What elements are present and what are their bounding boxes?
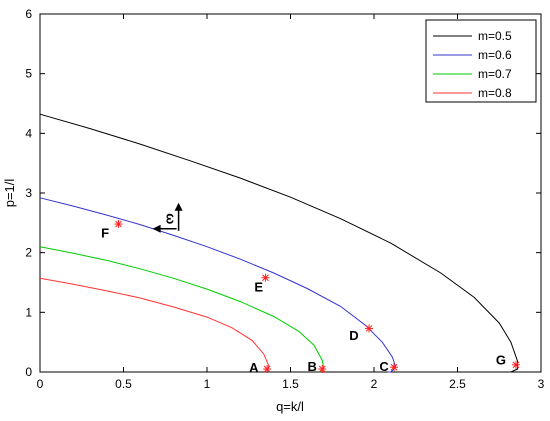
point-marker-G [511, 360, 520, 369]
series-line-m=0.8 [39, 277, 270, 373]
legend-label: m=0.5 [478, 29, 512, 43]
omega-arrowhead-left [152, 224, 161, 233]
x-tick-label: 1 [204, 377, 211, 391]
marker-stroke [390, 363, 398, 371]
legend-label: m=0.6 [478, 48, 512, 62]
point-label-C: C [379, 359, 389, 374]
omega-label: ω [164, 213, 179, 224]
point-label-A: A [249, 360, 259, 375]
x-tick-label: 2.5 [449, 377, 466, 391]
marker-stroke [365, 325, 373, 332]
point-marker-F [114, 220, 123, 229]
y-tick-label: 5 [25, 67, 32, 81]
x-tick-label: 0.5 [115, 377, 132, 391]
marker-stroke [115, 220, 122, 228]
point-marker-E [261, 273, 270, 282]
series-line-m=0.7 [39, 246, 325, 373]
legend-items: m=0.5 m=0.6 m=0.7 m=0.8 [433, 29, 512, 100]
legend-label: m=0.8 [478, 86, 512, 100]
y-tick-label: 4 [25, 126, 32, 140]
legend-label: m=0.7 [478, 67, 512, 81]
series-line-m=0.6 [39, 197, 397, 373]
x-tick-label: 1.5 [282, 377, 299, 391]
x-tick-label: 0 [37, 377, 44, 391]
y-tick-label: 0 [25, 365, 32, 379]
point-label-D: D [349, 328, 358, 343]
point-label-F: F [101, 225, 109, 240]
y-tick-label: 6 [25, 7, 32, 21]
marker-stroke [318, 365, 326, 373]
point-label-G: G [496, 352, 506, 367]
legend-box [425, 19, 537, 103]
point-marker-B [318, 365, 327, 374]
omega-arrowhead-up [174, 202, 183, 211]
point-label-E: E [254, 280, 263, 295]
direction-indicator: ω [152, 202, 183, 233]
x-axis-title: q=k/l [276, 399, 304, 414]
legend: m=0.5 m=0.6 m=0.7 m=0.8 [425, 19, 537, 103]
y-tick-label: 3 [25, 186, 32, 200]
x-tick-label: 3 [538, 377, 545, 391]
y-axis-title: p=1/l [2, 179, 17, 208]
point-label-B: B [308, 359, 317, 374]
point-marker-D [364, 324, 373, 333]
y-tick-label: 2 [25, 246, 32, 260]
point-markers: A B C D E F G [101, 220, 520, 375]
point-marker-A [263, 365, 272, 374]
y-tick-label: 1 [25, 305, 32, 319]
marker-stroke [512, 361, 520, 369]
axis-ticks: 0 0.5 1 1.5 2 2.5 3 0 1 2 3 4 5 6 [25, 7, 544, 391]
marker-stroke [262, 274, 269, 282]
point-marker-C [390, 363, 399, 372]
x-tick-label: 2 [371, 377, 378, 391]
marker-stroke [263, 365, 271, 373]
